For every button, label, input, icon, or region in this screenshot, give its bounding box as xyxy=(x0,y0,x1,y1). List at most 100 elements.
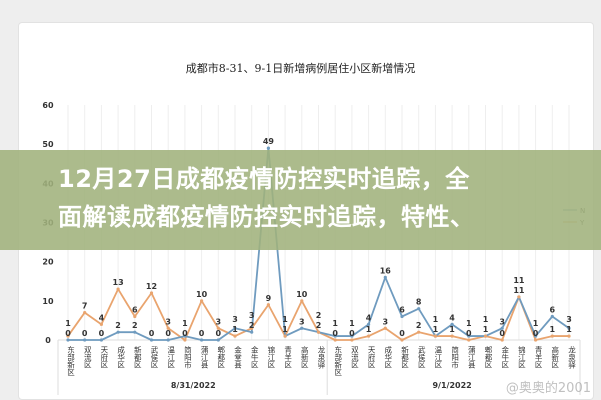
data-label: 0 xyxy=(82,329,88,338)
x-tick-label: 东部新区 xyxy=(66,345,75,377)
group-label: 8/31/2022 xyxy=(171,381,216,390)
data-point xyxy=(183,334,187,338)
x-tick-label: 武侯区 xyxy=(150,345,159,369)
data-label: 1 xyxy=(550,325,556,334)
data-point xyxy=(450,334,454,338)
data-point xyxy=(149,338,154,342)
data-point xyxy=(266,303,270,307)
data-point xyxy=(83,310,87,315)
data-label: 0 xyxy=(533,329,539,338)
data-point xyxy=(283,334,287,338)
data-point xyxy=(66,334,70,338)
x-tick-label: 金牛区 xyxy=(500,345,509,369)
data-label: 2 xyxy=(115,321,121,330)
data-point xyxy=(233,326,237,330)
data-point xyxy=(149,291,154,295)
y-tick-label: 0 xyxy=(45,336,51,345)
data-label: 2 xyxy=(132,321,138,330)
data-label: 3 xyxy=(499,317,505,326)
y-tick-label: 10 xyxy=(42,297,54,306)
x-tick-label: 天府区 xyxy=(100,346,109,369)
x-tick-label: 成华区 xyxy=(116,345,125,369)
x-tick-label: 武侯区 xyxy=(417,345,426,369)
x-tick-label: 锦江区 xyxy=(517,345,526,369)
data-point xyxy=(133,330,137,334)
data-label: 1 xyxy=(566,325,572,334)
x-tick-label: 天府区 xyxy=(367,346,376,369)
data-label: 1 xyxy=(483,315,489,324)
data-point xyxy=(200,338,204,342)
data-point xyxy=(250,326,254,330)
data-label: 0 xyxy=(332,329,338,338)
x-tick-label: 龙泉驿 xyxy=(317,345,326,370)
data-point xyxy=(483,334,488,338)
data-point xyxy=(166,326,170,330)
data-point xyxy=(300,326,304,330)
data-label: 1 xyxy=(349,319,355,328)
chart-title: 成都市8-31、9-1日新增病例居住小区新增情况 xyxy=(185,62,416,75)
data-point xyxy=(350,334,354,338)
data-point xyxy=(66,338,70,342)
data-label: 1 xyxy=(533,319,539,328)
data-label: 3 xyxy=(299,317,305,326)
x-tick-label: 新都区 xyxy=(133,345,142,369)
data-label: 6 xyxy=(399,306,405,315)
data-point xyxy=(517,295,521,299)
data-point xyxy=(400,314,404,319)
x-tick-label: 郫都区 xyxy=(484,345,493,369)
data-label: 3 xyxy=(165,317,171,326)
data-label: 6 xyxy=(550,306,556,315)
data-label: 49 xyxy=(263,137,275,146)
headline-banner xyxy=(0,150,601,250)
data-point xyxy=(417,330,421,334)
data-label: 0 xyxy=(216,329,222,338)
data-label: 0 xyxy=(199,329,205,338)
data-point xyxy=(216,338,220,342)
data-label: 0 xyxy=(399,329,405,338)
x-tick-label: 双流区 xyxy=(350,346,359,369)
data-label: 3 xyxy=(216,317,222,326)
x-tick-label: 新都区 xyxy=(400,345,409,369)
data-point xyxy=(417,307,421,311)
y-tick-label: 50 xyxy=(42,140,54,149)
data-label: 1 xyxy=(433,315,439,324)
x-tick-label: 蒲江县 xyxy=(200,345,209,370)
data-label: 0 xyxy=(65,329,71,338)
data-label: 1 xyxy=(466,319,472,328)
data-point xyxy=(534,338,538,342)
data-point xyxy=(116,287,120,291)
data-label: 4 xyxy=(449,313,455,322)
data-label: 1 xyxy=(282,315,288,324)
data-label: 3 xyxy=(232,315,238,324)
data-label: 1 xyxy=(282,325,288,334)
y-tick-label: 20 xyxy=(42,258,54,267)
data-point xyxy=(383,326,387,330)
data-label: 1 xyxy=(65,319,71,328)
x-tick-label: 成华区 xyxy=(384,345,393,369)
data-label: 3 xyxy=(566,315,572,324)
data-point xyxy=(567,326,571,330)
x-tick-label: 双流区 xyxy=(83,346,92,369)
data-point xyxy=(567,334,571,338)
data-label: 11 xyxy=(513,286,525,295)
data-label: 0 xyxy=(466,329,472,338)
data-label: 16 xyxy=(380,266,392,275)
headline: 12月27日成都疫情防控实时追踪，全 面解读成都疫情防控实时追踪，特性、 xyxy=(58,160,558,236)
data-label: 1 xyxy=(366,325,372,334)
data-point xyxy=(383,275,387,279)
x-tick-label: 金堂县 xyxy=(233,345,242,370)
data-label: 2 xyxy=(249,321,255,330)
data-point xyxy=(534,334,538,338)
data-point xyxy=(500,326,504,330)
x-tick-label: 高新区 xyxy=(551,345,560,369)
data-label: 12 xyxy=(146,282,157,291)
data-label: 9 xyxy=(266,294,272,303)
y-tick-label: 60 xyxy=(42,101,54,110)
x-tick-label: 龙泉驿 xyxy=(567,345,576,370)
x-tick-label: 高新区 xyxy=(300,345,309,369)
data-label: 2 xyxy=(316,311,322,320)
data-label: 8 xyxy=(416,298,422,307)
data-point xyxy=(400,338,404,342)
x-tick-label: 蒲江县 xyxy=(467,345,476,370)
data-point xyxy=(433,334,437,338)
